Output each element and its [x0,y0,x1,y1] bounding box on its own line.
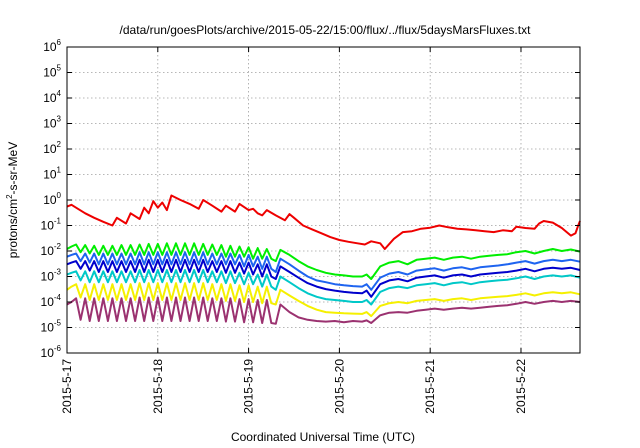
x-tick-label: 2015-5-17 [60,359,74,414]
y-tick-label: 103 [43,115,61,131]
grid-lines [66,47,580,353]
y-tick-exponent: 3 [57,115,62,124]
y-tick-label: 102 [43,140,61,156]
y-tick-base: 10 [43,40,57,54]
x-axis-label: Coordinated Universal Time (UTC) [231,430,415,444]
y-tick-label: 10-2 [41,242,62,258]
y-tick-label: 106 [43,38,61,54]
x-axis: 2015-5-17 2015-5-18 2015-5-19 2015-5-20 2015… [60,47,528,414]
y-tick-base: 10 [41,321,55,335]
series-line [66,269,581,306]
y-tick-exponent: -1 [54,217,62,226]
series-line [66,242,581,280]
y-tick-label: 10-5 [41,319,62,335]
y-tick-label: 10-1 [41,217,62,233]
y-tick-base: 10 [43,66,57,80]
y-tick-base: 10 [43,117,57,131]
x-tick-label: 2015-5-18 [151,359,165,414]
y-tick-base: 10 [43,168,57,182]
y-tick-base: 10 [41,244,55,258]
chart-title: /data/run/goesPlots/archive/2015-05-22/1… [120,23,532,37]
series-line [66,194,581,250]
y-tick-exponent: -4 [54,293,62,302]
y-tick-exponent: 0 [57,191,62,200]
y-tick-label: 105 [43,64,61,80]
y-tick-label: 100 [43,191,61,207]
y-tick-label: 101 [43,166,61,182]
x-tick-label: 2015-5-19 [242,359,256,414]
y-tick-exponent: 5 [57,64,62,73]
x-tick-label: 2015-5-22 [514,359,528,414]
y-axis-label-superscript: 2 [5,194,14,199]
y-tick-base: 10 [43,91,57,105]
y-tick-base: 10 [41,270,55,284]
y-tick-label: 104 [43,89,61,105]
y-tick-base: 10 [43,142,57,156]
y-tick-exponent: -5 [54,319,62,328]
y-axis-label-suffix: -s-sr-MeV [6,142,20,195]
series-line [66,251,581,291]
x-tick-label: 2015-5-20 [332,359,346,414]
y-axis-label-prefix: protons/cm [6,199,20,258]
y-tick-exponent: 2 [57,140,62,149]
y-tick-exponent: -6 [54,344,62,353]
y-tick-exponent: 4 [57,89,62,98]
series-line [66,296,581,325]
y-tick-base: 10 [41,346,55,360]
y-axis-label: protons/cm2-s-sr-MeV [5,142,20,258]
y-tick-label: 10-3 [41,268,62,284]
y-tick-label: 10-6 [41,344,62,360]
y-tick-exponent: -3 [54,268,62,277]
y-tick-exponent: -2 [54,242,62,251]
y-tick-exponent: 1 [57,166,62,175]
y-tick-base: 10 [41,219,55,233]
series-line [66,258,581,298]
y-tick-base: 10 [43,193,57,207]
series-line [66,282,581,318]
x-tick-label: 2015-5-21 [423,359,437,414]
y-tick-base: 10 [41,295,55,309]
series-layer [66,194,581,325]
y-tick-label: 10-4 [41,293,62,309]
y-axis: 10-610-510-410-310-210-11001011021031041… [41,38,580,360]
y-tick-exponent: 6 [57,38,62,47]
